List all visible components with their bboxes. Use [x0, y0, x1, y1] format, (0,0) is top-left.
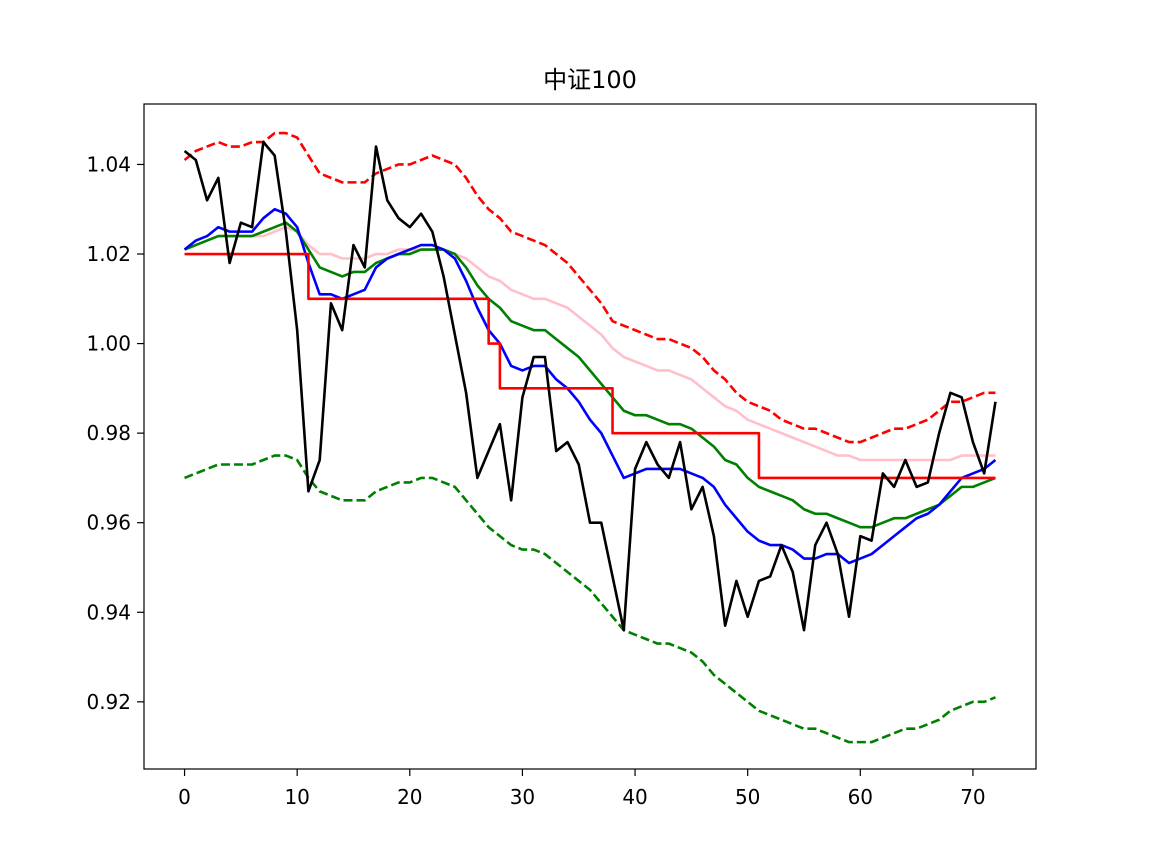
y-tick-label: 1.04	[86, 152, 131, 176]
x-tick-label: 50	[735, 785, 760, 809]
y-tick-label: 0.96	[86, 511, 131, 535]
x-tick-label: 40	[622, 785, 647, 809]
plot-frame	[143, 103, 1037, 770]
series-line-6	[184, 252, 996, 480]
x-tick-label: 0	[178, 785, 191, 809]
y-tick-label: 1.02	[86, 242, 131, 266]
series-line-4	[184, 221, 996, 529]
series-line-5	[183, 207, 997, 565]
y-tick-label: 0.94	[86, 600, 131, 624]
x-tick-label: 10	[284, 785, 309, 809]
x-tick-label: 60	[848, 785, 873, 809]
y-axis: 0.92 0.94 0.96 0.98 1.00 1.02 1.04	[86, 152, 144, 714]
y-tick-label: 0.92	[86, 690, 131, 714]
series-line-1	[183, 131, 996, 444]
x-tick-label: 30	[510, 785, 535, 809]
x-tick-label: 20	[397, 785, 422, 809]
x-axis: 0 10 20 30 40 50 60 70	[178, 769, 986, 809]
y-tick-label: 1.00	[86, 332, 131, 356]
y-tick-label: 0.98	[86, 421, 131, 445]
x-tick-label: 70	[960, 785, 985, 809]
series-line-7	[183, 140, 997, 632]
series-line-3	[184, 225, 996, 462]
series-layer	[183, 131, 997, 744]
chart-title: 中证100	[543, 66, 637, 94]
series-line-2	[184, 454, 996, 744]
